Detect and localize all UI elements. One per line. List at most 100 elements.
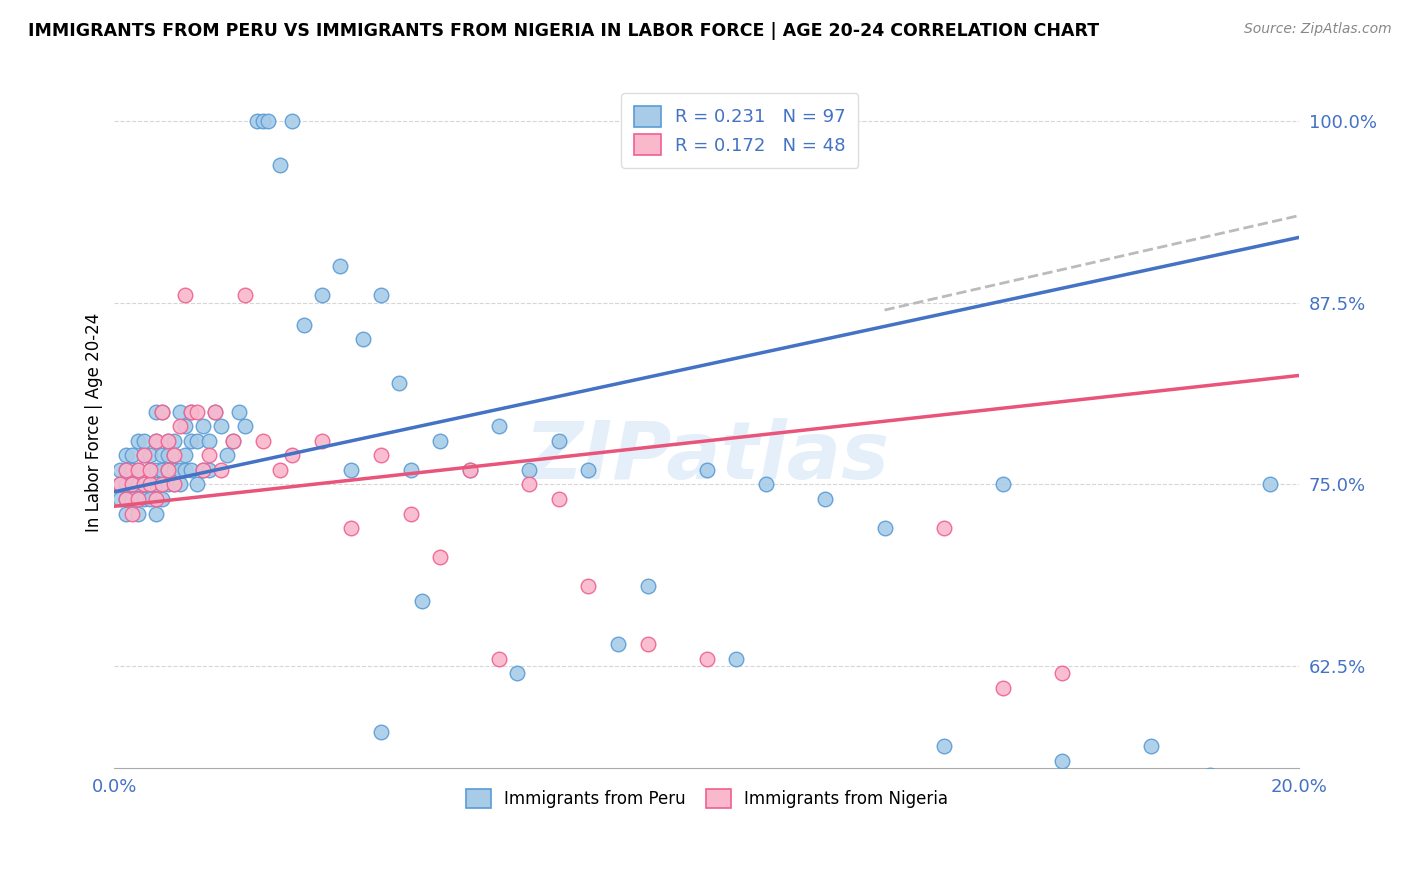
Point xyxy=(139,463,162,477)
Point xyxy=(1140,739,1163,753)
Point xyxy=(873,521,896,535)
Point xyxy=(139,449,162,463)
Point xyxy=(127,491,149,506)
Point xyxy=(814,491,837,506)
Point xyxy=(292,318,315,332)
Point xyxy=(145,507,167,521)
Point xyxy=(145,434,167,448)
Point xyxy=(145,405,167,419)
Point xyxy=(252,434,274,448)
Point xyxy=(156,463,179,477)
Point xyxy=(132,491,155,506)
Point xyxy=(121,449,143,463)
Point xyxy=(169,419,191,434)
Point xyxy=(932,521,955,535)
Point xyxy=(991,681,1014,695)
Point xyxy=(607,637,630,651)
Point xyxy=(198,434,221,448)
Point xyxy=(637,579,659,593)
Point xyxy=(186,434,208,448)
Point xyxy=(145,463,167,477)
Point xyxy=(156,449,179,463)
Text: Source: ZipAtlas.com: Source: ZipAtlas.com xyxy=(1244,22,1392,37)
Point xyxy=(169,405,191,419)
Point xyxy=(174,449,197,463)
Point xyxy=(1258,477,1281,491)
Point xyxy=(163,449,186,463)
Point xyxy=(150,491,173,506)
Point xyxy=(328,260,350,274)
Text: IMMIGRANTS FROM PERU VS IMMIGRANTS FROM NIGERIA IN LABOR FORCE | AGE 20-24 CORRE: IMMIGRANTS FROM PERU VS IMMIGRANTS FROM … xyxy=(28,22,1099,40)
Point xyxy=(174,288,197,302)
Point xyxy=(174,419,197,434)
Point xyxy=(174,463,197,477)
Point xyxy=(150,405,173,419)
Point xyxy=(233,419,256,434)
Point xyxy=(115,477,138,491)
Point xyxy=(193,463,215,477)
Point xyxy=(145,477,167,491)
Point xyxy=(156,477,179,491)
Point xyxy=(488,419,510,434)
Point xyxy=(517,477,540,491)
Point xyxy=(370,449,392,463)
Point xyxy=(156,434,179,448)
Point xyxy=(233,288,256,302)
Point xyxy=(110,491,132,506)
Point xyxy=(340,521,363,535)
Point xyxy=(352,332,374,346)
Point xyxy=(156,463,179,477)
Point xyxy=(169,463,191,477)
Point xyxy=(204,405,226,419)
Point xyxy=(127,463,149,477)
Point xyxy=(180,405,202,419)
Point xyxy=(127,507,149,521)
Point xyxy=(150,477,173,491)
Point xyxy=(370,288,392,302)
Point xyxy=(139,491,162,506)
Point xyxy=(725,652,748,666)
Point xyxy=(180,434,202,448)
Point xyxy=(121,491,143,506)
Point xyxy=(517,463,540,477)
Text: ZIPatlas: ZIPatlas xyxy=(524,418,890,496)
Point xyxy=(1052,666,1074,681)
Point xyxy=(163,434,186,448)
Point xyxy=(127,463,149,477)
Point xyxy=(121,477,143,491)
Point xyxy=(814,114,837,128)
Point xyxy=(932,739,955,753)
Point xyxy=(281,114,304,128)
Point xyxy=(193,419,215,434)
Point xyxy=(399,463,422,477)
Point xyxy=(127,434,149,448)
Point xyxy=(186,477,208,491)
Point xyxy=(222,434,245,448)
Point xyxy=(163,449,186,463)
Point xyxy=(180,463,202,477)
Point xyxy=(198,463,221,477)
Point xyxy=(547,434,569,448)
Point xyxy=(145,491,167,506)
Point xyxy=(637,637,659,651)
Point xyxy=(145,434,167,448)
Point xyxy=(506,666,529,681)
Point xyxy=(150,463,173,477)
Point xyxy=(132,449,155,463)
Point xyxy=(132,477,155,491)
Point xyxy=(115,507,138,521)
Point xyxy=(411,594,433,608)
Point xyxy=(370,724,392,739)
Point xyxy=(228,405,250,419)
Point xyxy=(696,652,718,666)
Point xyxy=(150,449,173,463)
Point xyxy=(115,491,138,506)
Point xyxy=(163,477,186,491)
Point xyxy=(110,463,132,477)
Point xyxy=(429,434,451,448)
Point xyxy=(222,434,245,448)
Point xyxy=(132,477,155,491)
Point xyxy=(163,463,186,477)
Point xyxy=(252,114,274,128)
Point xyxy=(132,434,155,448)
